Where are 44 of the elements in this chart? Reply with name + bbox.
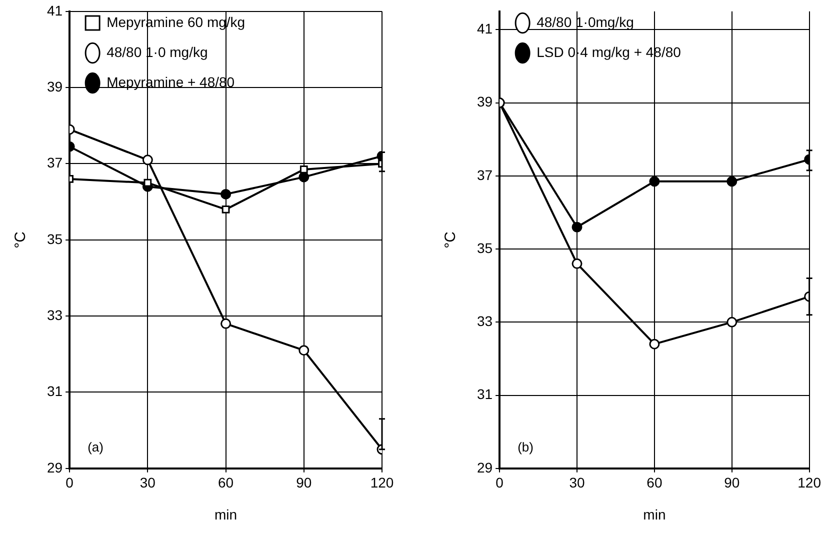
y-tick-label: 35 (46, 230, 63, 247)
y-tick-label: 39 (476, 94, 493, 110)
x-tick-label: 90 (724, 474, 740, 491)
x-tick-label: 30 (140, 474, 156, 491)
x-tick-label: 0 (66, 474, 74, 491)
y-tick-label: 29 (46, 459, 63, 476)
y-tick-label: 37 (476, 166, 493, 183)
y-tick-label: 35 (476, 240, 493, 256)
x-tick-label: 120 (798, 474, 822, 491)
y-axis-title: °C (12, 231, 30, 248)
x-tick-label: 0 (496, 474, 504, 491)
x-tick-label: 60 (646, 474, 662, 491)
x-axis-title: min (643, 506, 666, 522)
point (649, 176, 660, 187)
x-tick-label: 90 (296, 474, 312, 491)
point (298, 345, 310, 356)
x-tick-label: 30 (569, 474, 586, 491)
point (220, 318, 232, 329)
annotation: (b) (518, 439, 534, 454)
y-tick-label: 33 (476, 313, 493, 330)
x-axis-title: min (214, 506, 238, 522)
point (726, 316, 738, 328)
point (142, 154, 153, 166)
y-tick-label: 31 (476, 386, 493, 402)
y-tick-label: 41 (476, 20, 493, 37)
y-tick-label: 31 (46, 383, 63, 400)
point (298, 172, 310, 182)
y-tick-label: 37 (46, 154, 63, 171)
point (726, 176, 738, 187)
y-axis-title: °C (442, 231, 460, 248)
point (572, 258, 582, 269)
legend-label: 48/80 1·0mg/kg (536, 14, 634, 30)
point (222, 206, 230, 214)
annotation: (a) (88, 439, 104, 454)
point (300, 166, 308, 174)
y-tick-label: 39 (46, 78, 63, 94)
y-tick-label: 41 (46, 2, 63, 18)
y-tick-label: 33 (46, 306, 63, 323)
point (649, 338, 660, 350)
y-tick-label: 29 (476, 459, 493, 476)
x-tick-label: 120 (370, 474, 394, 491)
point (220, 188, 232, 200)
x-tick-label: 60 (218, 474, 234, 491)
point (572, 222, 582, 232)
